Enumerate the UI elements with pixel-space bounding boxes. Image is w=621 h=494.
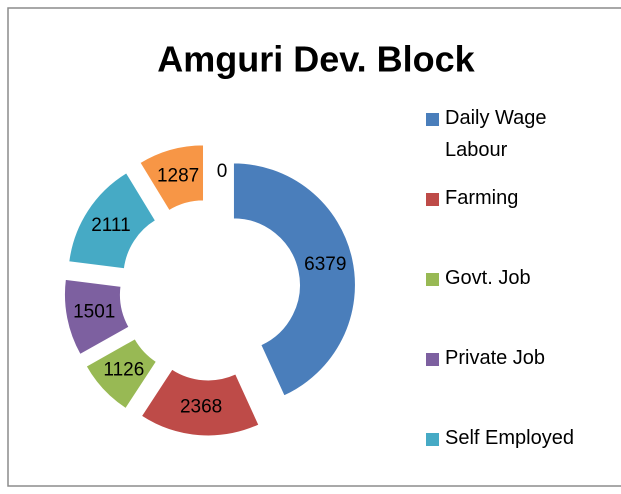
- data-label: 6379: [304, 254, 346, 275]
- legend-swatch: [426, 193, 439, 206]
- donut-slice: [139, 144, 205, 212]
- legend-swatch: [426, 353, 439, 366]
- data-label: 2368: [180, 397, 222, 418]
- donut-slice: [232, 162, 356, 397]
- donut-slice: [140, 368, 260, 437]
- legend-item: Private Job: [426, 347, 595, 374]
- data-label: 0: [217, 161, 228, 182]
- donut-slice: [85, 338, 158, 410]
- data-label: 1287: [157, 165, 199, 186]
- chart-title: Amguri Dev. Block: [157, 39, 475, 80]
- data-label: 2111: [91, 215, 130, 236]
- legend-item: Farming: [426, 187, 595, 214]
- legend-label: Govt. Job: [445, 267, 531, 289]
- donut: 6379 2368 1126 1501 2111 1287 0: [63, 144, 356, 437]
- legend-item: Daily Wage Labour: [426, 107, 595, 166]
- legend-label: Farming: [445, 187, 519, 209]
- legend-item: Govt. Job: [426, 267, 595, 294]
- data-label: 1501: [73, 302, 115, 323]
- legend-label: Private Job: [445, 347, 546, 369]
- data-label: 1126: [103, 360, 144, 381]
- legend-label: Daily Wage Labour: [445, 107, 547, 161]
- donut-slice: [63, 278, 130, 356]
- legend-swatch: [426, 433, 439, 446]
- legend-swatch: [426, 113, 439, 126]
- legend-item: Self Employed: [426, 427, 595, 454]
- donut-slice: [68, 172, 157, 270]
- legend-label: Self Employed: [445, 427, 574, 449]
- legend-swatch: [426, 273, 439, 286]
